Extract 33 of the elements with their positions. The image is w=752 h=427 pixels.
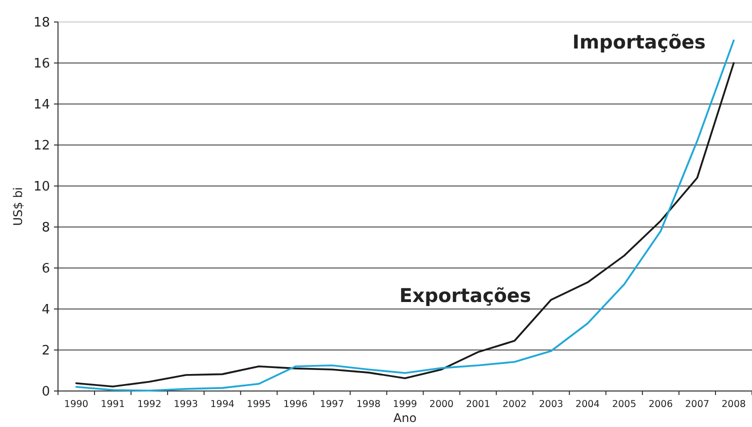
x-tick-label: 1994 [210, 399, 234, 410]
x-tick-label: 1995 [246, 399, 271, 410]
x-tick-label: 1997 [320, 399, 344, 410]
x-tick-label: 2008 [722, 399, 746, 410]
x-axis-title: Ano [393, 411, 417, 425]
y-tick-label: 18 [33, 16, 50, 31]
x-tick-label: 2002 [502, 399, 527, 410]
y-tick-label: 14 [33, 98, 50, 113]
y-axis-title: US$ bi [11, 187, 25, 226]
y-tick-label: 6 [42, 262, 50, 277]
x-tick-label: 1998 [356, 399, 381, 410]
x-tick-label: 2007 [685, 399, 710, 410]
y-tick-label: 12 [33, 138, 50, 154]
x-tick-label: 1991 [100, 399, 125, 410]
x-tick-label: 1993 [174, 399, 198, 410]
x-tick-label: 1996 [283, 399, 308, 410]
y-tick-label: 8 [42, 220, 50, 236]
y-tick-label: 0 [42, 384, 50, 400]
series-label: Exportações [399, 284, 532, 307]
y-tick-label: 4 [42, 302, 50, 318]
x-tick-label: 2000 [429, 399, 454, 410]
x-tick-label: 1992 [137, 399, 162, 410]
x-tick-label: 1999 [392, 399, 418, 410]
x-tick-label: 2004 [576, 399, 600, 410]
x-tick-label: 1990 [64, 399, 88, 410]
x-tick-label: 2001 [466, 399, 490, 410]
x-tick-label: 2006 [648, 399, 673, 410]
y-tick-label: 16 [33, 56, 50, 72]
x-tick-label: 2003 [539, 399, 564, 410]
y-tick-label: 10 [33, 180, 50, 195]
y-tick-label: 2 [42, 344, 50, 359]
series-label: Importações [572, 31, 706, 54]
x-tick-label: 2005 [612, 399, 636, 410]
